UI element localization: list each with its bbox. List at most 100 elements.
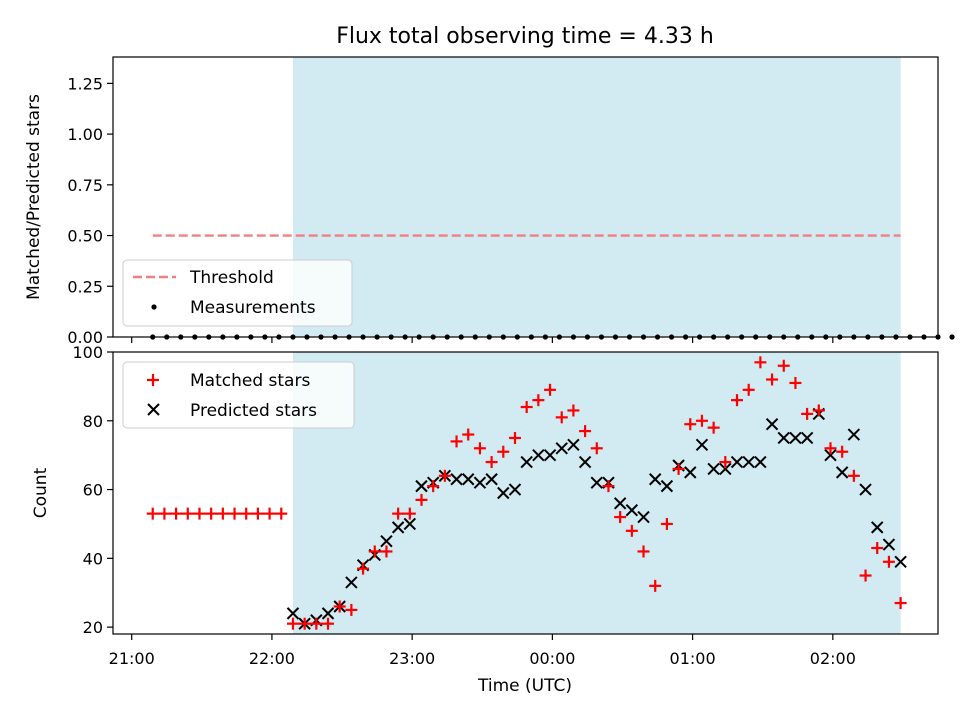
bottom-xlabel: Time (UTC) <box>477 676 572 696</box>
predicted-star-point <box>450 473 463 486</box>
bottom-ytick-label: 80 <box>83 412 103 431</box>
predicted-star-point <box>847 428 861 441</box>
matched-star-point <box>766 373 779 386</box>
matched-star-point <box>847 469 860 482</box>
top-shaded-interval <box>292 57 901 337</box>
top-panel: 0.00 0.25 0.50 0.75 1.00 1.25 Matched/Predict… <box>24 56 955 347</box>
matched-star-point <box>801 407 814 420</box>
legend-predicted-swatch <box>147 403 160 416</box>
legend-matched-swatch <box>147 374 159 386</box>
bottom-xtick-label: 22:00 <box>249 649 295 668</box>
bottom-legend: Matched stars Predicted stars <box>122 361 355 429</box>
predicted-star-point <box>567 438 580 452</box>
matched-star-point <box>579 425 592 438</box>
matched-star-point <box>532 394 545 407</box>
top-axes-frame <box>112 56 939 338</box>
predicted-star-point <box>765 418 779 431</box>
matched-star-point <box>146 507 159 520</box>
matched-star-point <box>614 511 627 524</box>
matched-star-point <box>859 569 872 582</box>
bottom-xtick-label: 23:00 <box>389 649 435 668</box>
matched-star-point <box>742 383 755 396</box>
matched-star-point <box>333 600 346 613</box>
top-ytick-label: 0.25 <box>67 277 103 296</box>
matched-star-point <box>450 435 463 448</box>
matched-star-point <box>170 507 183 520</box>
predicted-star-point <box>695 438 709 452</box>
bottom-ylabel: Count <box>31 467 51 518</box>
matched-star-point <box>251 507 264 520</box>
matched-star-point <box>637 545 650 558</box>
predicted-star-point <box>532 448 545 462</box>
predicted-star-point <box>859 483 872 496</box>
predicted-star-point <box>497 486 510 500</box>
predicted-star-point <box>403 517 417 531</box>
top-ytick-label: 0.00 <box>67 328 103 347</box>
bottom-shaded-interval <box>292 352 901 634</box>
matched-star-point <box>322 617 335 630</box>
matched-star-point <box>240 507 253 520</box>
bottom-ytick-label: 20 <box>83 618 103 637</box>
matched-star-point <box>695 414 708 427</box>
top-ytick-label: 0.50 <box>67 227 103 246</box>
predicted-star-point <box>800 431 814 445</box>
matched-star-point <box>286 617 299 630</box>
matched-star-point <box>719 456 732 469</box>
matched-star-point <box>392 507 405 520</box>
predicted-star-point <box>754 455 767 469</box>
matched-star-point <box>625 524 638 537</box>
matched-star-point <box>462 428 475 441</box>
legend-threshold-label: Threshold <box>189 268 274 288</box>
matched-star-point <box>520 401 533 414</box>
bottom-xtick-label: 00:00 <box>529 649 575 668</box>
matched-star-point <box>672 462 685 475</box>
matched-star-point <box>193 507 206 520</box>
predicted-star-point <box>555 442 568 455</box>
predicted-star-point <box>660 479 674 493</box>
matched-star-point <box>544 383 557 396</box>
matched-star-point <box>263 507 276 520</box>
matched-star-point <box>181 507 194 520</box>
bottom-ytick-label: 60 <box>83 481 103 500</box>
predicted-star-point <box>835 466 849 479</box>
legend-measurements-swatch <box>151 304 157 310</box>
matched-star-point <box>368 545 381 558</box>
legend-matched-label: Matched stars <box>190 371 310 391</box>
matched-star-point <box>298 617 311 630</box>
predicted-star-point <box>742 455 755 469</box>
top-ytick-label: 0.75 <box>67 176 103 195</box>
matched-star-point <box>649 579 662 592</box>
predicted-star-point <box>637 510 650 524</box>
matched-star-point <box>415 493 428 506</box>
matched-star-point <box>555 411 568 424</box>
bottom-xtick-label: 21:00 <box>109 649 155 668</box>
bottom-legend-box <box>122 361 355 429</box>
predicted-star-point <box>520 455 533 469</box>
predicted-star-point <box>730 455 744 469</box>
matched-star-point <box>660 517 673 530</box>
matched-star-point <box>497 445 510 458</box>
predicted-star-point <box>415 479 428 493</box>
matched-star-point <box>310 617 323 630</box>
predicted-star-point <box>391 521 405 534</box>
predicted-star-point <box>684 466 697 479</box>
matched-star-point <box>602 480 615 493</box>
predicted-star-point <box>462 473 475 486</box>
predicted-star-point <box>871 521 884 534</box>
matched-star-point <box>836 445 849 458</box>
legend-predicted-label: Predicted stars <box>190 401 317 421</box>
matched-star-point <box>812 404 825 417</box>
top-legend: Threshold Measurements <box>122 259 353 327</box>
top-ytick-label: 1.25 <box>67 74 103 93</box>
predicted-star-point <box>590 476 603 489</box>
bottom-ytick-label: 40 <box>83 549 103 568</box>
matched-star-point <box>754 356 767 369</box>
predicted-star-point <box>882 538 896 551</box>
matched-star-point <box>158 507 171 520</box>
matched-star-point <box>707 421 720 434</box>
matched-star-point <box>216 507 229 520</box>
predicted-star-point <box>613 497 627 510</box>
predicted-star-point <box>321 607 335 620</box>
matched-star-point <box>205 507 218 520</box>
